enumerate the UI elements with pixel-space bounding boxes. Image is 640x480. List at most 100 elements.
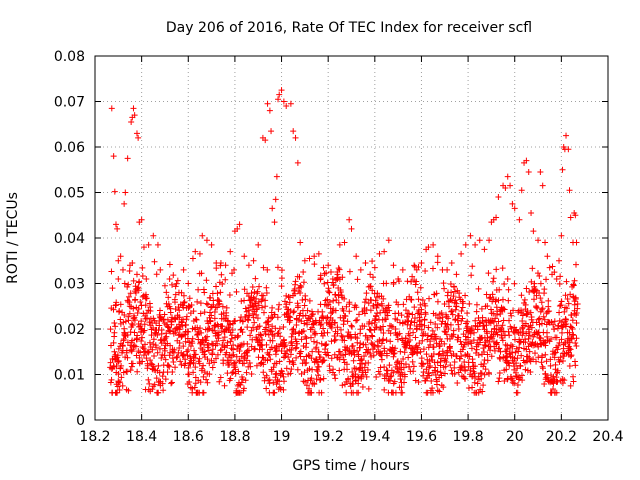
data-point bbox=[301, 369, 308, 376]
data-point bbox=[293, 354, 300, 361]
data-point bbox=[539, 365, 546, 372]
data-point bbox=[241, 360, 248, 367]
data-point bbox=[367, 307, 374, 314]
data-point bbox=[265, 377, 272, 384]
data-point bbox=[147, 357, 154, 364]
data-point bbox=[235, 332, 242, 339]
data-point bbox=[542, 351, 549, 358]
data-point bbox=[110, 306, 117, 313]
data-point bbox=[551, 349, 558, 356]
data-point bbox=[375, 302, 382, 309]
data-point bbox=[450, 327, 457, 334]
data-point bbox=[131, 314, 138, 321]
data-point bbox=[501, 378, 508, 385]
data-point bbox=[251, 346, 258, 353]
data-point bbox=[481, 360, 488, 367]
data-point bbox=[326, 367, 333, 374]
data-point bbox=[457, 355, 464, 362]
data-point bbox=[156, 307, 163, 314]
data-point bbox=[558, 298, 565, 305]
data-point bbox=[309, 310, 316, 317]
data-point bbox=[185, 364, 192, 371]
data-point bbox=[335, 265, 342, 272]
data-point bbox=[315, 372, 322, 379]
data-point bbox=[538, 320, 545, 327]
data-point bbox=[338, 332, 345, 339]
data-point bbox=[204, 379, 211, 386]
data-point bbox=[516, 216, 523, 223]
data-point bbox=[253, 295, 260, 302]
data-point bbox=[260, 264, 267, 271]
data-point bbox=[290, 128, 297, 135]
data-point bbox=[417, 348, 424, 355]
data-point bbox=[320, 264, 327, 271]
data-point bbox=[143, 315, 150, 322]
data-point bbox=[468, 345, 475, 352]
data-point bbox=[544, 333, 551, 340]
data-point bbox=[267, 327, 274, 334]
data-point bbox=[394, 316, 401, 323]
data-point bbox=[227, 338, 234, 345]
data-point bbox=[411, 304, 418, 311]
data-point bbox=[541, 381, 548, 388]
data-point bbox=[364, 366, 371, 373]
y-tick-label: 0.08 bbox=[54, 49, 85, 65]
data-point bbox=[180, 292, 187, 299]
data-point bbox=[180, 266, 187, 273]
data-point bbox=[357, 266, 364, 273]
data-point bbox=[563, 278, 570, 285]
data-point bbox=[370, 274, 377, 281]
data-point bbox=[262, 297, 269, 304]
data-point bbox=[433, 340, 440, 347]
data-point bbox=[237, 317, 244, 324]
data-point bbox=[462, 241, 469, 248]
data-point bbox=[145, 241, 152, 248]
data-point bbox=[501, 281, 508, 288]
data-point bbox=[203, 277, 210, 284]
data-point bbox=[263, 289, 270, 296]
data-point bbox=[424, 332, 431, 339]
data-point bbox=[508, 312, 515, 319]
data-point bbox=[503, 354, 510, 361]
data-point bbox=[545, 303, 552, 310]
data-point bbox=[290, 309, 297, 316]
data-point bbox=[129, 322, 136, 329]
data-point bbox=[398, 360, 405, 367]
data-point bbox=[198, 270, 205, 277]
data-point bbox=[542, 239, 549, 246]
data-point bbox=[330, 282, 337, 289]
data-point bbox=[408, 296, 415, 303]
data-point bbox=[352, 331, 359, 338]
data-point bbox=[263, 385, 270, 392]
data-point bbox=[153, 375, 160, 382]
data-point bbox=[427, 319, 434, 326]
data-point bbox=[509, 349, 516, 356]
data-point bbox=[169, 281, 176, 288]
data-point bbox=[149, 386, 156, 393]
data-point bbox=[476, 320, 483, 327]
data-point bbox=[473, 308, 480, 315]
data-point bbox=[428, 377, 435, 384]
data-point bbox=[272, 196, 279, 203]
data-point bbox=[143, 295, 150, 302]
data-point bbox=[307, 334, 314, 341]
data-point bbox=[532, 350, 539, 357]
data-point bbox=[331, 320, 338, 327]
data-point bbox=[485, 270, 492, 277]
data-point bbox=[263, 284, 270, 291]
data-point bbox=[153, 271, 160, 278]
data-point bbox=[315, 348, 322, 355]
data-point bbox=[111, 188, 118, 195]
data-point bbox=[505, 286, 512, 293]
data-point bbox=[434, 259, 441, 266]
data-point bbox=[145, 348, 152, 355]
data-point bbox=[392, 325, 399, 332]
data-point bbox=[563, 305, 570, 312]
data-point bbox=[468, 326, 475, 333]
data-point bbox=[139, 264, 146, 271]
data-point bbox=[205, 347, 212, 354]
data-point bbox=[487, 347, 494, 354]
data-point bbox=[286, 313, 293, 320]
data-point bbox=[443, 359, 450, 366]
data-point bbox=[520, 329, 527, 336]
